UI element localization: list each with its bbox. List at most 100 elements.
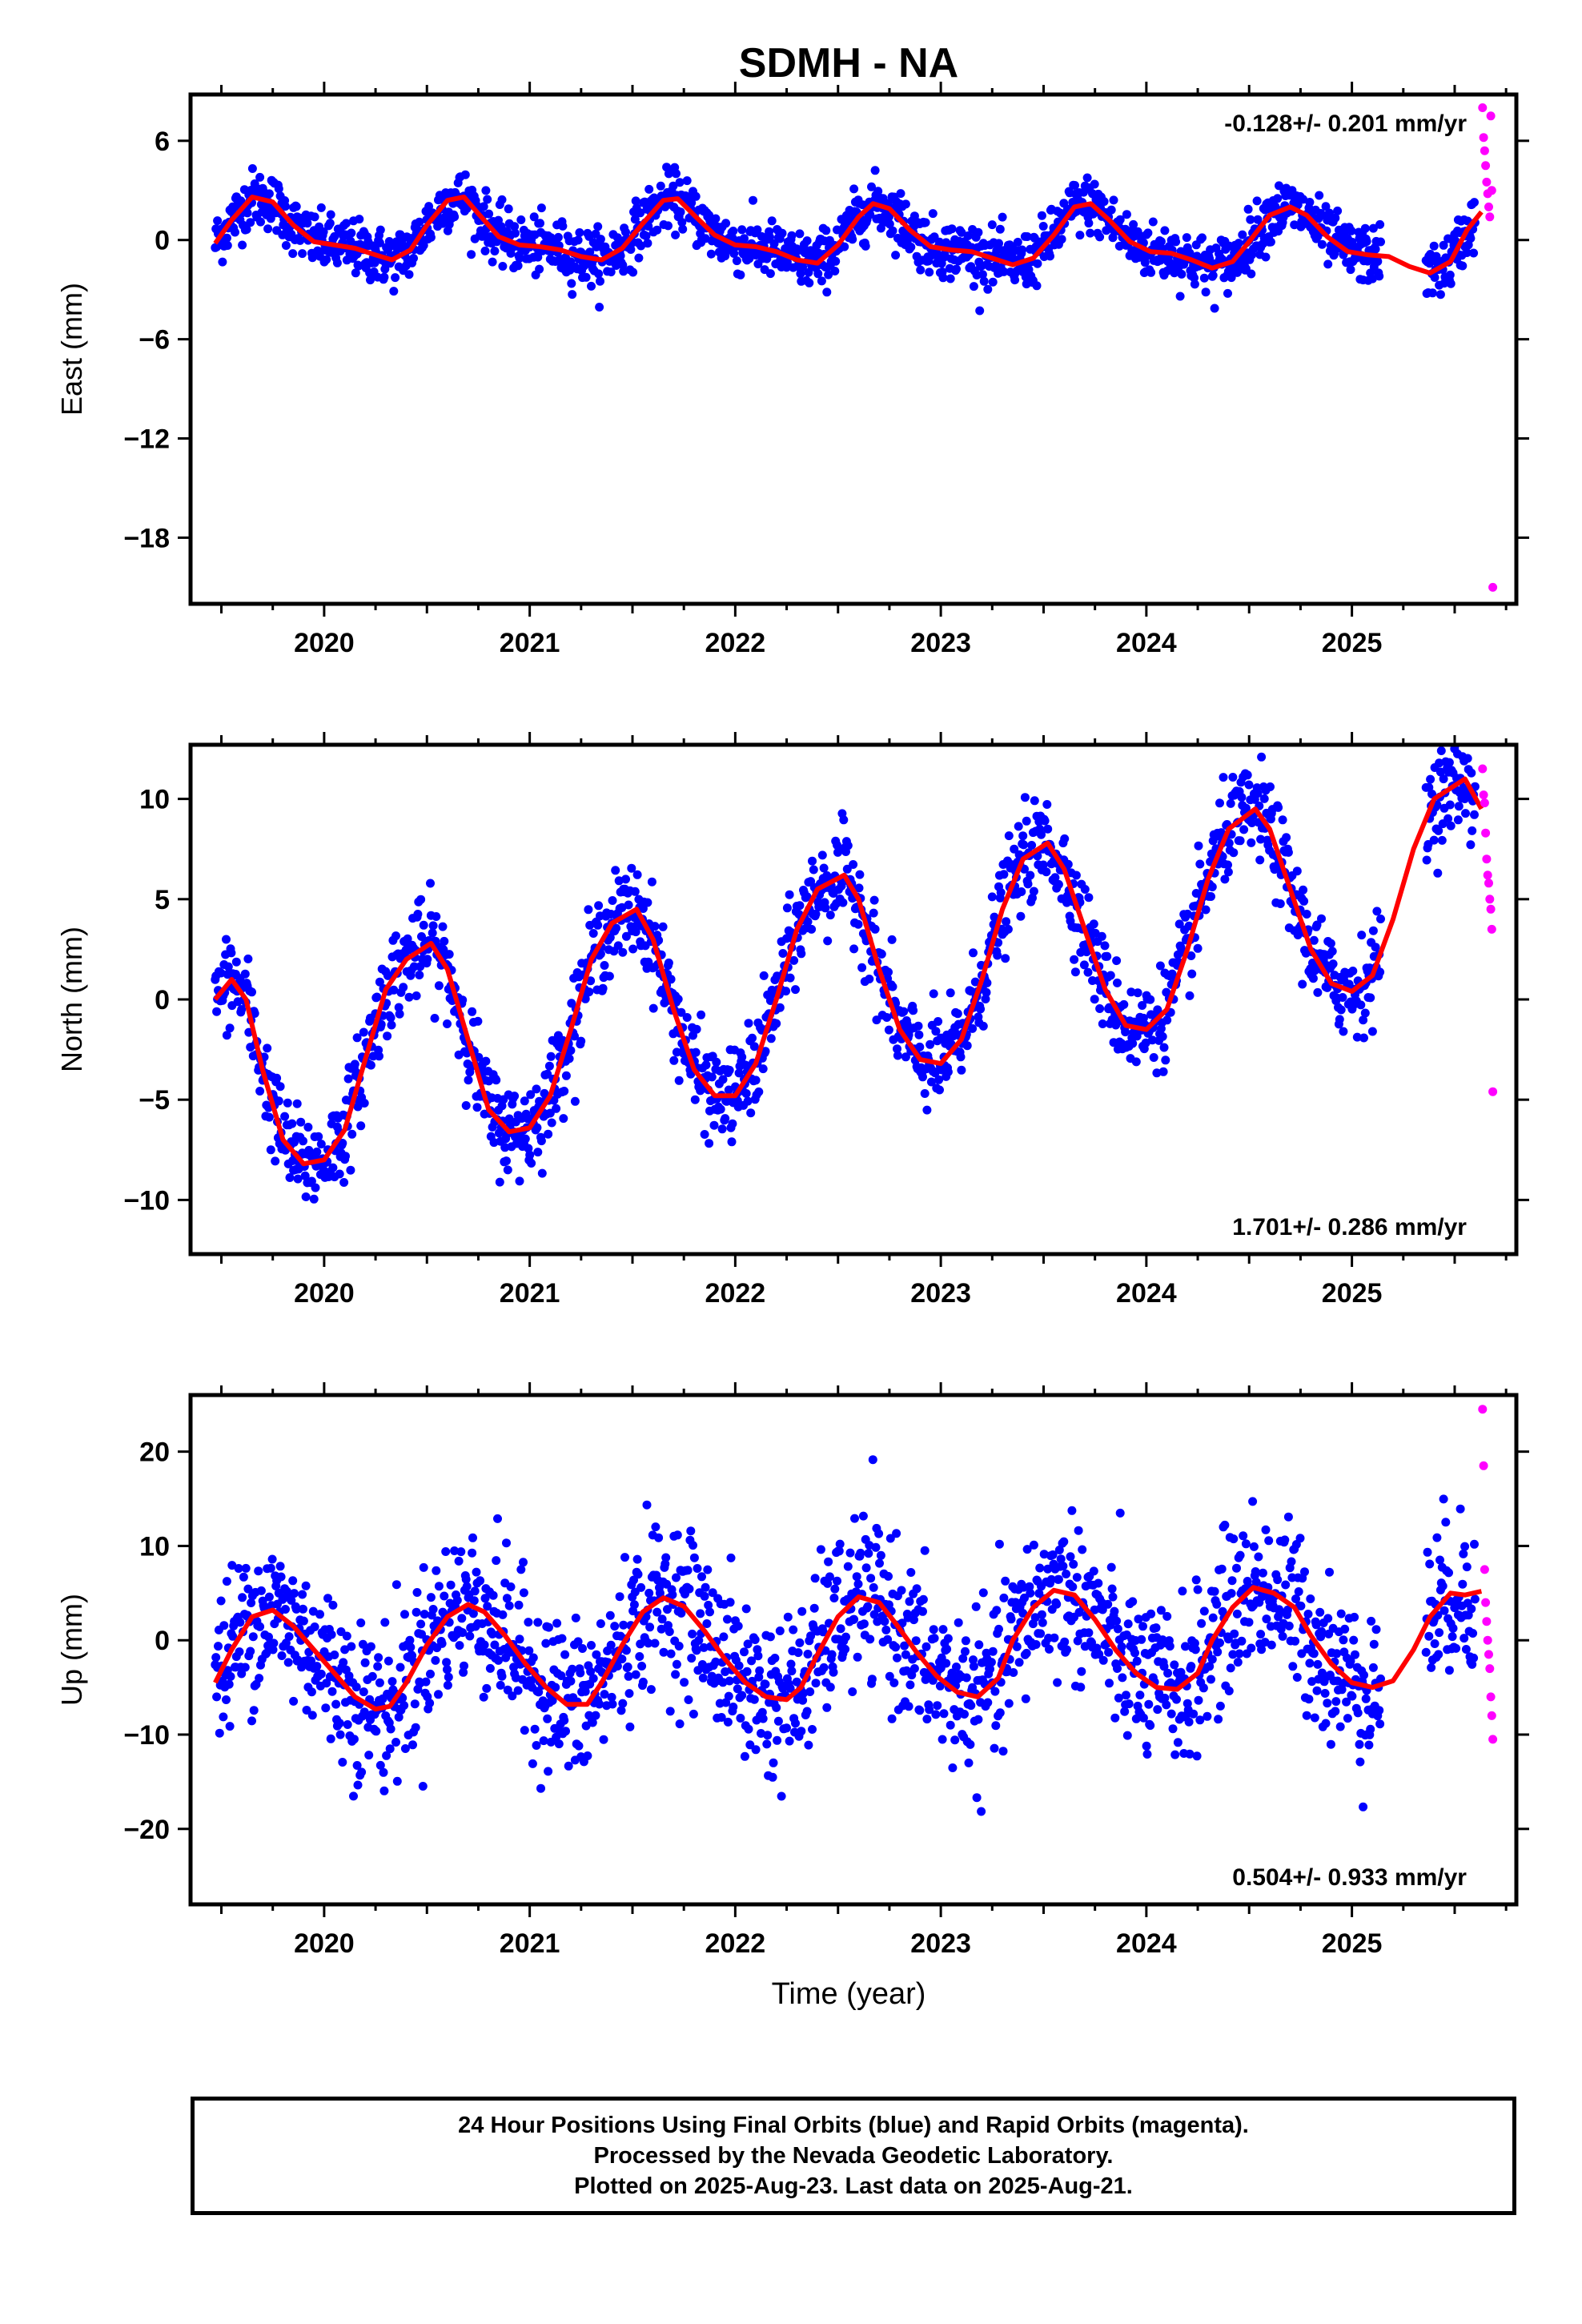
- up-final-point: [912, 1584, 921, 1594]
- north-final-point: [692, 1024, 701, 1034]
- up-final-point: [687, 1654, 697, 1663]
- east-final-point: [1234, 239, 1243, 248]
- up-final-point: [382, 1751, 391, 1760]
- north-final-point: [994, 938, 1003, 947]
- east-final-point: [1446, 279, 1456, 288]
- north-final-point: [785, 973, 795, 983]
- north-final-point: [1278, 815, 1287, 825]
- north-final-point: [1138, 1013, 1148, 1023]
- north-final-point: [722, 1096, 732, 1106]
- up-final-point: [351, 1683, 361, 1692]
- up-final-point: [1043, 1564, 1053, 1574]
- up-final-point: [1223, 1634, 1233, 1644]
- east-final-point: [669, 181, 678, 191]
- up-final-point: [651, 1522, 661, 1532]
- north-final-point: [1028, 893, 1037, 903]
- north-final-point: [1187, 969, 1197, 979]
- north-x-tick-label: 2025: [1322, 1278, 1383, 1309]
- up-final-point: [631, 1670, 640, 1679]
- north-final-point: [1158, 1067, 1168, 1076]
- north-final-point: [1043, 824, 1053, 834]
- up-final-point: [446, 1580, 456, 1590]
- east-final-point: [1458, 261, 1468, 271]
- north-final-point: [1275, 899, 1285, 908]
- north-final-point: [1095, 1004, 1105, 1013]
- up-final-point: [1323, 1614, 1333, 1623]
- north-final-point: [1336, 1005, 1346, 1015]
- north-final-point: [1463, 754, 1472, 763]
- up-final-point: [1353, 1708, 1363, 1718]
- north-final-point: [271, 1156, 280, 1166]
- north-final-point: [741, 1089, 751, 1098]
- east-final-point: [515, 253, 524, 263]
- up-final-point: [412, 1607, 421, 1617]
- up-final-point: [1060, 1637, 1070, 1647]
- north-final-point: [212, 1007, 222, 1016]
- north-final-point: [1149, 1053, 1158, 1062]
- up-final-point: [871, 1542, 881, 1552]
- up-final-point: [785, 1736, 794, 1746]
- east-x-tick-label: 2020: [294, 628, 355, 658]
- up-final-point: [620, 1553, 629, 1562]
- up-final-point: [459, 1667, 468, 1677]
- up-final-point: [685, 1584, 694, 1594]
- north-final-point: [1014, 850, 1024, 859]
- north-final-point: [808, 856, 817, 866]
- up-final-point: [255, 1674, 264, 1683]
- north-final-point: [1126, 987, 1136, 997]
- north-final-point: [647, 877, 656, 887]
- up-final-point: [587, 1641, 596, 1650]
- up-final-point: [434, 1582, 444, 1591]
- up-final-point: [560, 1715, 569, 1725]
- north-final-point: [759, 971, 769, 980]
- up-final-point: [986, 1664, 994, 1674]
- east-final-point: [636, 208, 645, 218]
- up-final-point: [769, 1758, 778, 1767]
- east-final-point: [1175, 292, 1185, 301]
- north-final-point: [375, 977, 384, 987]
- up-final-point: [1355, 1739, 1364, 1749]
- east-final-point: [479, 202, 488, 211]
- north-final-point: [352, 1033, 362, 1043]
- north-final-point: [709, 1120, 719, 1130]
- east-final-point: [831, 256, 841, 266]
- up-final-point: [592, 1650, 601, 1659]
- north-final-point: [1102, 951, 1112, 961]
- up-final-point: [386, 1724, 396, 1734]
- east-rapid-point: [1487, 186, 1496, 195]
- east-final-point: [1223, 288, 1232, 298]
- east-final-point: [612, 233, 622, 243]
- east-final-point: [513, 261, 523, 271]
- east-final-point: [1323, 259, 1333, 269]
- up-final-point: [1235, 1649, 1244, 1659]
- east-x-tick-label: 2025: [1322, 628, 1383, 658]
- north-final-point: [901, 1052, 910, 1062]
- north-final-point: [803, 917, 813, 927]
- north-final-point: [935, 1085, 944, 1095]
- up-final-point: [1105, 1679, 1114, 1688]
- north-final-point: [389, 985, 399, 995]
- east-final-point: [1435, 290, 1445, 300]
- north-final-point: [1357, 931, 1367, 940]
- up-final-point: [699, 1642, 709, 1652]
- north-final-point: [1253, 789, 1263, 798]
- up-final-point: [591, 1711, 600, 1720]
- east-final-point: [1022, 232, 1032, 241]
- up-final-point: [428, 1605, 438, 1614]
- east-final-point: [1018, 245, 1027, 255]
- north-final-point: [543, 1069, 552, 1079]
- up-final-point: [665, 1707, 675, 1716]
- north-final-point: [1194, 841, 1203, 850]
- up-final-point: [1189, 1709, 1199, 1719]
- up-final-point: [1251, 1567, 1260, 1576]
- east-final-point: [535, 264, 544, 274]
- north-final-point: [564, 1054, 574, 1063]
- north-final-point: [1436, 746, 1446, 755]
- up-final-point: [1168, 1724, 1178, 1734]
- north-final-point: [996, 888, 1006, 897]
- up-final-point: [701, 1582, 710, 1592]
- up-final-point: [1339, 1635, 1348, 1645]
- north-final-point: [1128, 1039, 1138, 1048]
- north-x-tick-label: 2021: [500, 1278, 560, 1309]
- up-final-point: [736, 1714, 745, 1723]
